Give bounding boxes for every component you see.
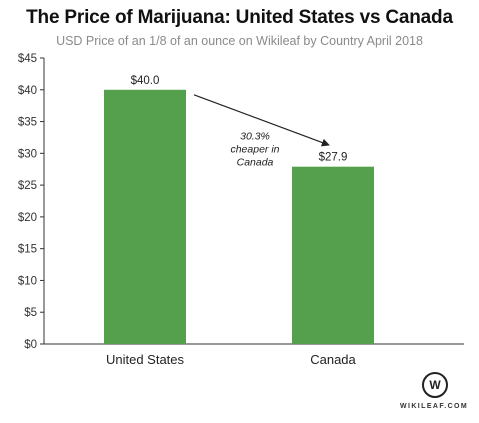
chart-subtitle: USD Price of an 1/8 of an ounce on Wikil…: [56, 34, 423, 48]
annotation-text: Canada: [237, 157, 274, 169]
y-tick-label: $5: [24, 307, 37, 319]
logo-text: WIKILEAF.COM: [400, 403, 469, 410]
data-label: $27.9: [319, 152, 348, 164]
wikileaf-logo-icon: W: [422, 372, 448, 398]
annotation-text: cheaper in: [230, 144, 279, 156]
x-tick-label: United States: [106, 352, 185, 367]
data-label: $40.0: [131, 75, 160, 87]
y-tick-label: $15: [18, 244, 37, 256]
x-axis: United States Canada: [44, 343, 464, 367]
y-tick-label: $40: [18, 85, 37, 97]
x-tick-label: Canada: [310, 352, 356, 367]
annotation-text: 30.3%: [240, 131, 270, 143]
bar: [104, 89, 186, 345]
bar: [292, 166, 374, 344]
y-tick-label: $10: [18, 275, 37, 287]
logo-letter: W: [429, 378, 441, 392]
y-tick-label: $0: [24, 339, 37, 351]
y-tick-label: $20: [18, 212, 37, 224]
y-tick-label: $25: [18, 180, 37, 192]
bars: $40.0 $27.9: [104, 75, 374, 345]
chart-title: The Price of Marijuana: United States vs…: [26, 7, 453, 28]
y-tick-label: $30: [18, 148, 37, 160]
y-axis: $0 $5 $10 $15 $20 $25 $30 $35 $40 $45: [18, 53, 45, 351]
y-tick-label: $45: [18, 53, 37, 65]
annotation-arrow: [193, 94, 330, 147]
y-tick-label: $35: [18, 117, 37, 129]
wikileaf-logo: W WIKILEAF.COM: [400, 372, 467, 416]
